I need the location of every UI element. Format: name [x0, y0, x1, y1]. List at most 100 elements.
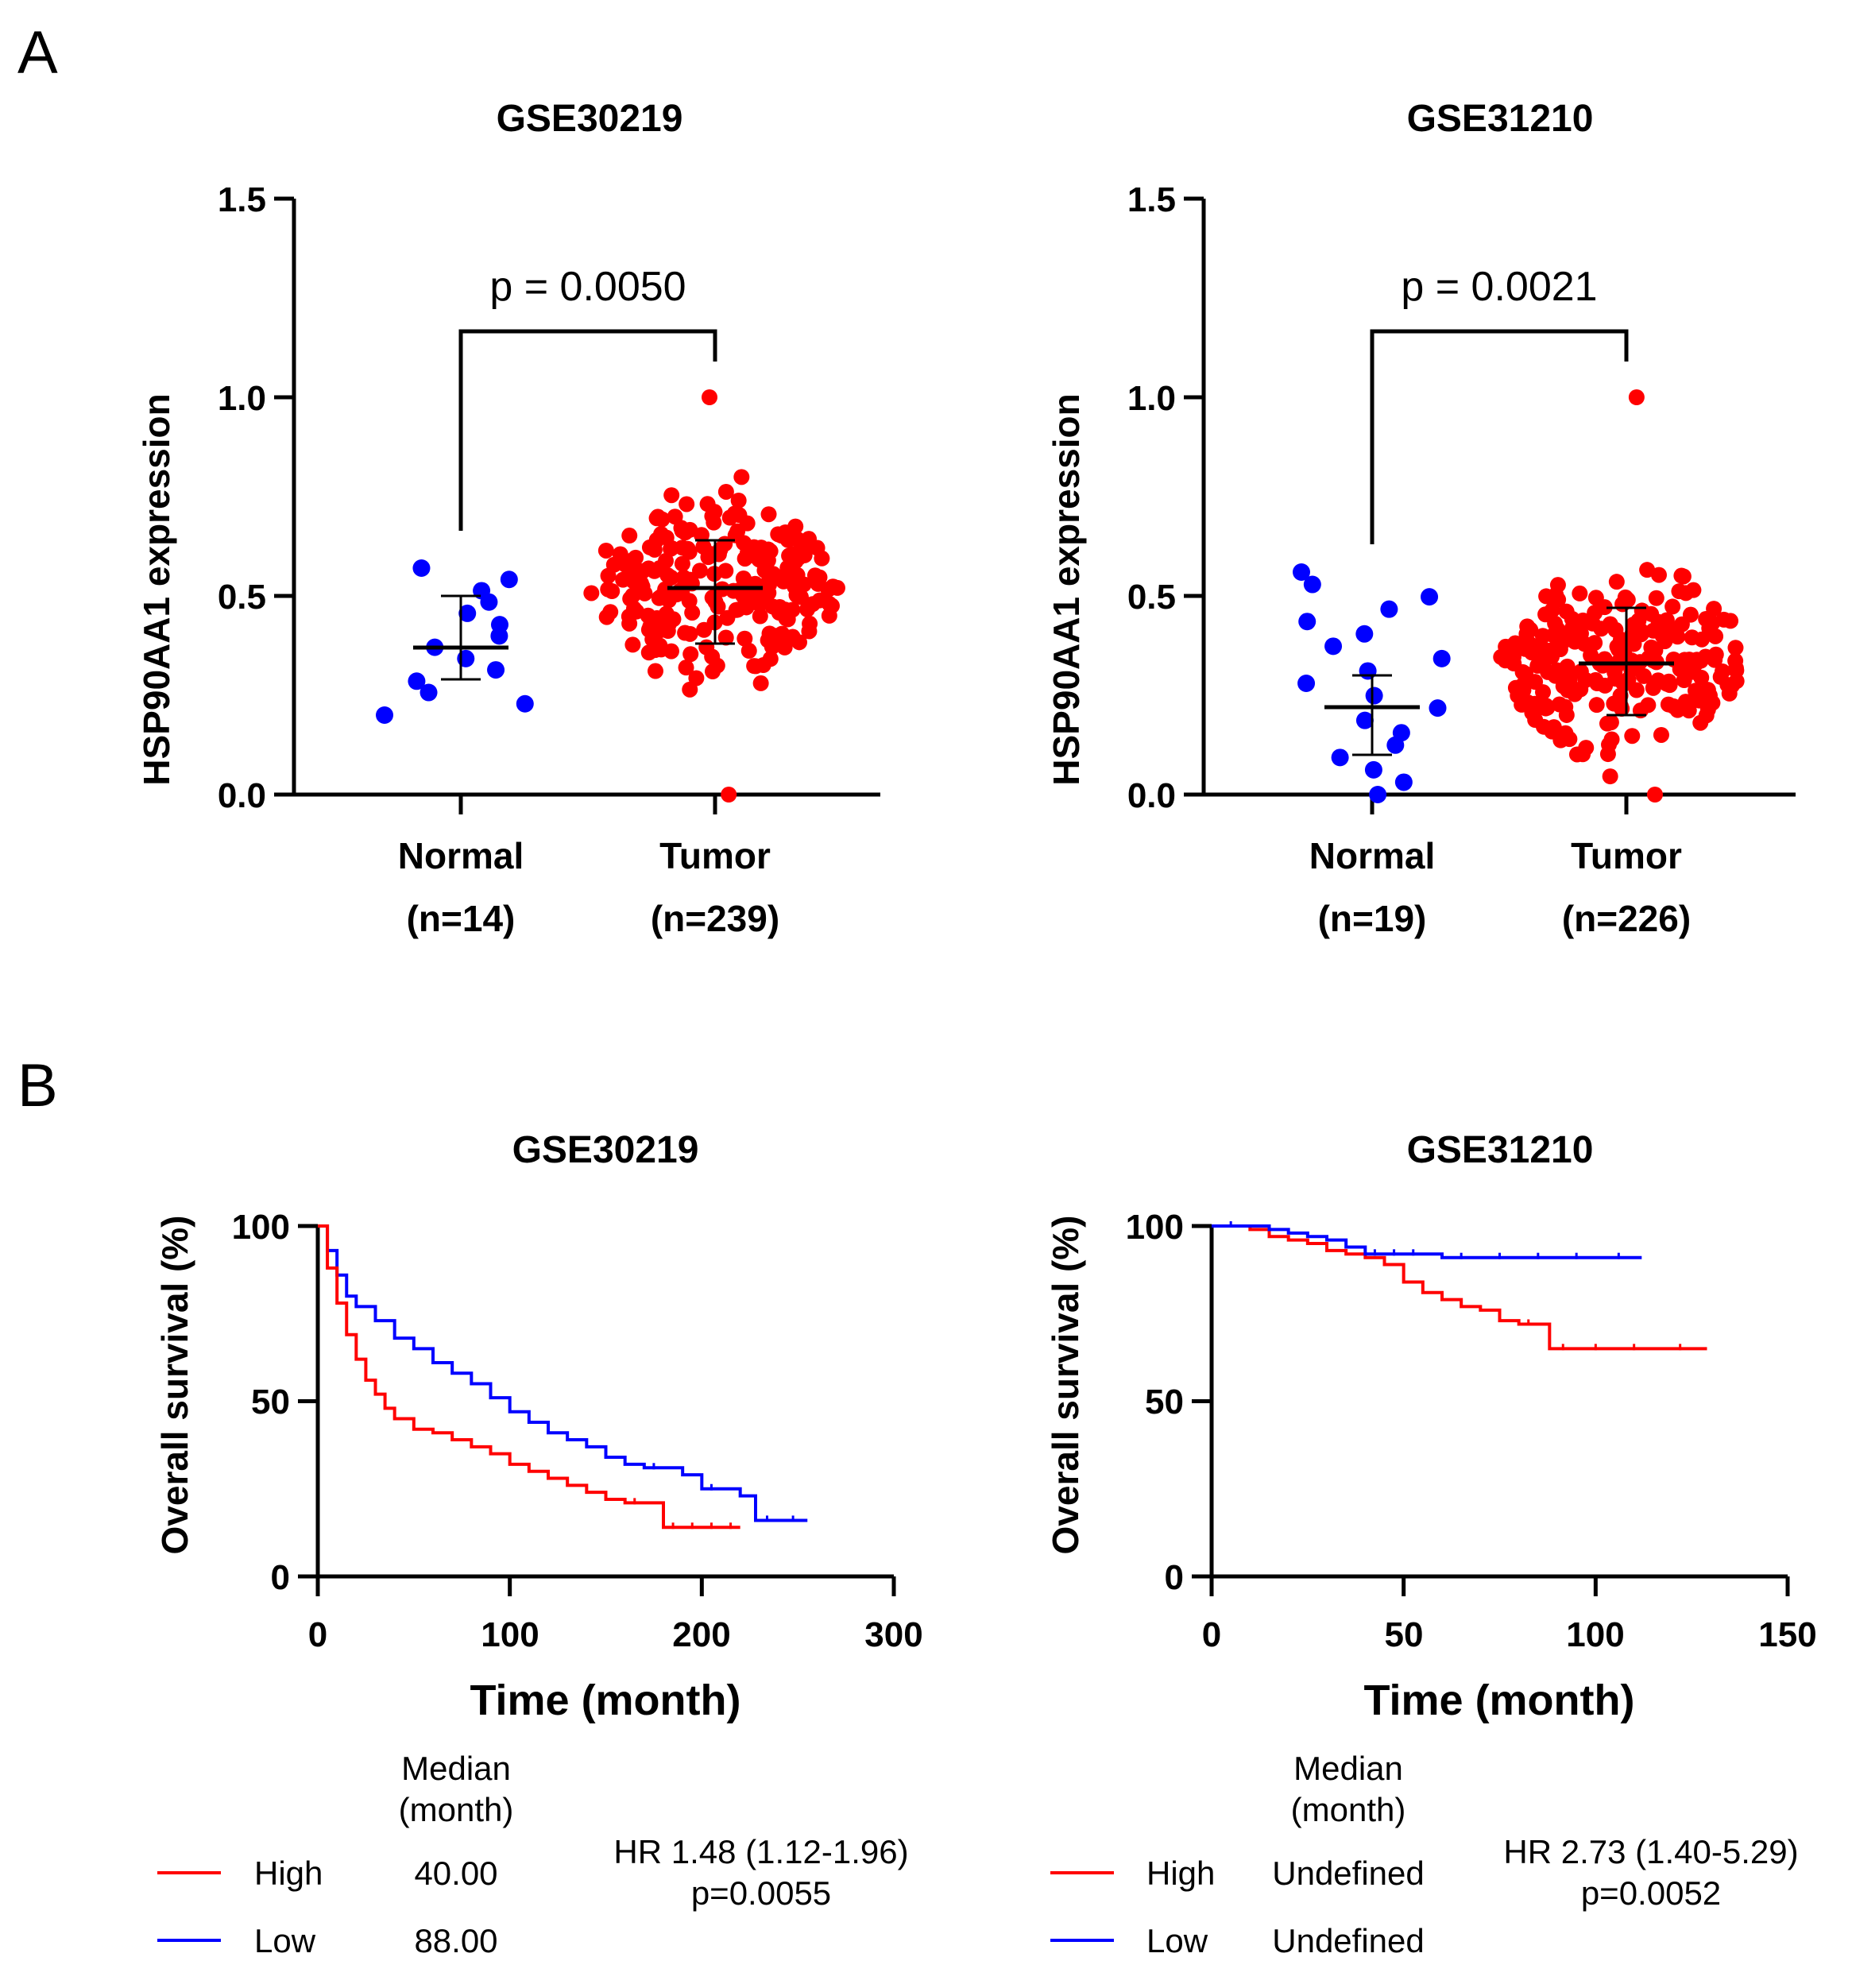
data-point — [1704, 615, 1721, 632]
data-point — [1603, 731, 1620, 748]
axis-ticks — [298, 1224, 896, 1596]
y-tick-label: 0.5 — [218, 578, 266, 617]
data-point — [1596, 599, 1613, 616]
data-point — [458, 604, 477, 622]
y-tick-label: 50 — [1145, 1383, 1184, 1421]
y-tick-label: 100 — [232, 1208, 290, 1247]
data-point — [600, 567, 617, 584]
x-tick-label: 150 — [1758, 1615, 1816, 1654]
data-point — [1392, 724, 1410, 742]
hazard-ratio: HR 2.73 (1.40-5.29) — [1503, 1833, 1798, 1870]
y-tick-label: 0 — [1165, 1558, 1184, 1597]
scatter-chart-gse30219: GSE30219 HSP90AA1 expression 0.0 0.5 1.0… — [136, 98, 880, 939]
data-point — [1588, 697, 1605, 714]
legend-label-low: Low — [254, 1922, 316, 1959]
data-point — [487, 661, 505, 679]
data-point — [702, 389, 718, 405]
data-point — [1608, 574, 1625, 590]
legend-median-high: Undefined — [1272, 1855, 1424, 1892]
x-axis-label: Time (month) — [1364, 1677, 1635, 1724]
data-point — [752, 675, 769, 691]
data-point — [1640, 697, 1657, 714]
data-point — [1364, 760, 1382, 779]
data-point — [721, 787, 737, 803]
mean-sd-bars — [1324, 606, 1674, 756]
data-point — [644, 631, 661, 648]
data-point — [1669, 629, 1686, 645]
legend-header: (month) — [399, 1791, 514, 1828]
data-point — [658, 529, 675, 546]
data-point — [1380, 600, 1398, 618]
data-point — [1675, 568, 1692, 585]
y-axis-label: HSP90AA1 expression — [136, 393, 177, 785]
survival-curve-low — [318, 1224, 808, 1522]
data-point — [1303, 575, 1321, 594]
x-category-n: (n=14) — [407, 898, 516, 939]
data-point — [688, 670, 705, 687]
legend-header: (month) — [1291, 1791, 1406, 1828]
data-point — [799, 601, 816, 617]
data-point — [811, 569, 828, 586]
panel-label-b: B — [17, 1052, 58, 1120]
data-point — [740, 643, 757, 659]
data-point — [624, 636, 641, 653]
data-point — [731, 507, 748, 524]
data-point — [809, 540, 825, 556]
data-point — [821, 607, 837, 624]
data-point — [1653, 726, 1669, 743]
data-point — [1518, 625, 1535, 642]
y-tick-label: 0.0 — [218, 776, 266, 815]
y-axis-label: Overall survival (%) — [154, 1216, 195, 1555]
data-point — [801, 623, 818, 640]
data-point — [1557, 725, 1574, 741]
data-point — [1324, 637, 1343, 656]
data-point — [682, 521, 698, 538]
x-tick-labels: 0 100 200 300 — [308, 1615, 923, 1654]
data-point — [825, 578, 841, 595]
data-point — [659, 567, 676, 583]
tumor-points — [583, 389, 845, 803]
data-point — [1655, 617, 1672, 633]
data-point — [1575, 612, 1591, 629]
data-point — [747, 592, 764, 609]
x-tick-labels: 0 50 100 150 — [1202, 1615, 1817, 1654]
y-tick-labels: 0 50 100 — [1126, 1208, 1184, 1597]
data-point — [1365, 687, 1383, 705]
data-point — [1359, 662, 1377, 680]
data-point — [490, 616, 508, 634]
x-tick-label: 0 — [1202, 1615, 1221, 1654]
data-point — [647, 663, 663, 679]
data-point — [730, 492, 747, 509]
data-point — [1355, 625, 1374, 643]
data-point — [1298, 613, 1317, 631]
km-chart-gse30219: GSE30219 Overall survival (%) 0 50 100 0… — [154, 1129, 923, 1959]
legend-label-high: High — [254, 1855, 323, 1892]
data-point — [700, 549, 717, 566]
legend-header: Median — [1293, 1750, 1403, 1787]
p-value-label: p = 0.0050 — [489, 264, 686, 310]
data-point — [787, 518, 804, 535]
data-point — [1593, 621, 1610, 637]
data-point — [1676, 652, 1693, 668]
data-point — [1606, 664, 1623, 681]
data-point — [1297, 675, 1316, 692]
chart-title: GSE30219 — [497, 98, 683, 140]
data-point — [1572, 585, 1588, 601]
data-point — [709, 598, 726, 615]
p-value-label: p = 0.0021 — [1401, 264, 1597, 310]
data-point — [761, 576, 778, 593]
data-point — [1421, 588, 1439, 606]
x-tick-label: 50 — [1385, 1615, 1424, 1654]
tumor-points — [1493, 389, 1745, 803]
data-point — [1603, 714, 1619, 731]
x-tick-label: 0 — [308, 1615, 327, 1654]
data-point — [1369, 786, 1387, 803]
legend-label-high: High — [1146, 1855, 1215, 1892]
survival-curve-high — [318, 1224, 740, 1530]
data-point — [783, 557, 799, 574]
y-axis-label: HSP90AA1 expression — [1046, 393, 1087, 785]
data-point — [1293, 563, 1311, 581]
data-point — [1572, 663, 1589, 680]
km-chart-gse31210: GSE31210 Overall survival (%) 0 50 100 0… — [1045, 1129, 1817, 1959]
